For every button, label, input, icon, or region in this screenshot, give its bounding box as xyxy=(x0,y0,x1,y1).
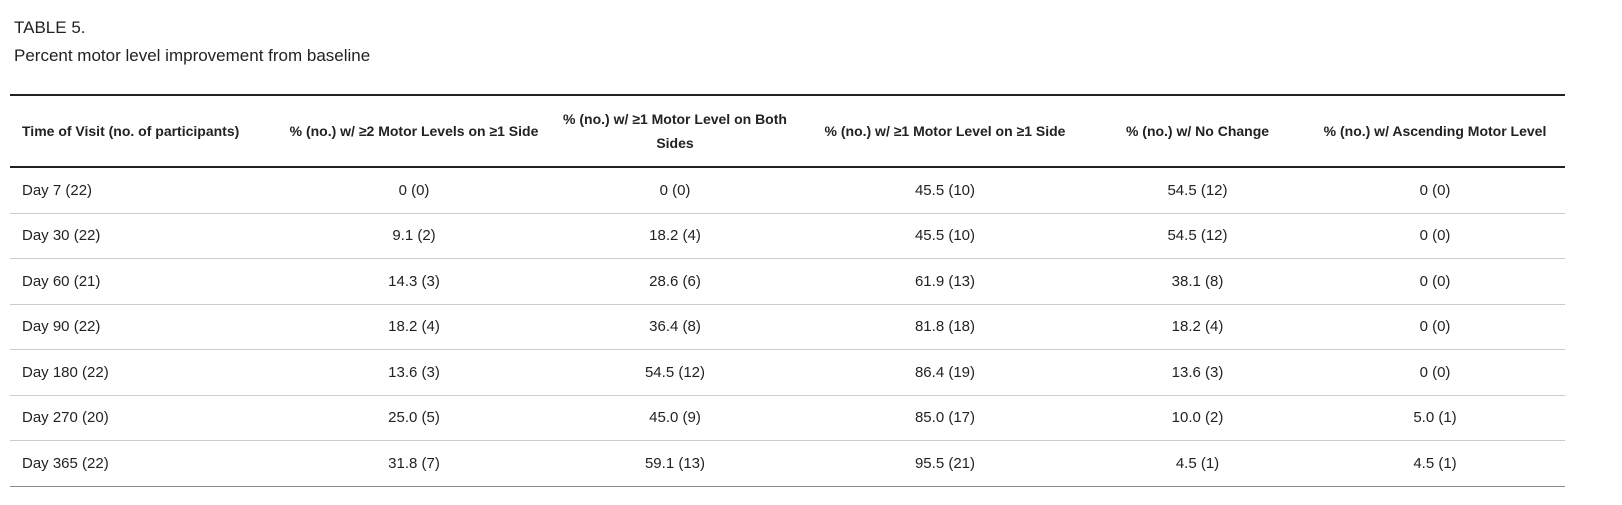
table-cell: 61.9 (13) xyxy=(800,258,1090,305)
table-cell: 9.1 (2) xyxy=(278,213,550,259)
table-cell: 10.0 (2) xyxy=(1090,395,1305,441)
table-row: Day 365 (22) 31.8 (7) 59.1 (13) 95.5 (21) 4.… xyxy=(10,440,1565,487)
table-cell: 14.3 (3) xyxy=(278,258,550,305)
column-header: Time of Visit (no. of participants) xyxy=(22,123,240,139)
table-caption: TABLE 5. Percent motor level improvement… xyxy=(14,16,370,68)
data-table: Time of Visit (no. of participants) % (no… xyxy=(10,94,1565,487)
table-label: TABLE 5. xyxy=(14,18,86,37)
table-row: Day 90 (22) 18.2 (4) 36.4 (8) 81.8 (18) 18.2… xyxy=(10,304,1565,350)
table-cell: 45.5 (10) xyxy=(800,213,1090,259)
table-cell: 38.1 (8) xyxy=(1090,258,1305,305)
column-header: % (no.) w/ ≥2 Motor Levels on ≥1 Side xyxy=(289,123,539,139)
table-row: Day 270 (20) 25.0 (5) 45.0 (9) 85.0 (17) 10.… xyxy=(10,395,1565,441)
table-cell: 0 (0) xyxy=(1305,349,1565,396)
table-cell: 86.4 (19) xyxy=(800,349,1090,396)
table-cell: 0 (0) xyxy=(1305,213,1565,259)
table-cell: 4.5 (1) xyxy=(1305,440,1565,487)
column-header: % (no.) w/ No Change xyxy=(1125,123,1270,139)
row-label: Day 270 (20) xyxy=(10,395,278,441)
table-cell: 28.6 (6) xyxy=(550,258,800,305)
table-cell: 85.0 (17) xyxy=(800,395,1090,441)
row-label: Day 30 (22) xyxy=(10,213,278,259)
table-cell: 25.0 (5) xyxy=(278,395,550,441)
table-title: Percent motor level improvement from bas… xyxy=(14,46,371,65)
table-cell: 0 (0) xyxy=(1305,167,1565,214)
table-cell: 0 (0) xyxy=(550,167,800,214)
table-cell: 45.5 (10) xyxy=(800,167,1090,214)
table-cell: 95.5 (21) xyxy=(800,440,1090,487)
table-cell: 81.8 (18) xyxy=(800,304,1090,350)
table-cell: 0 (0) xyxy=(1305,258,1565,305)
row-label: Day 365 (22) xyxy=(10,440,278,487)
row-label: Day 90 (22) xyxy=(10,304,278,350)
table-cell: 36.4 (8) xyxy=(550,304,800,350)
header-row: Time of Visit (no. of participants) % (no… xyxy=(10,95,1565,167)
table-cell: 18.2 (4) xyxy=(550,213,800,259)
table-cell: 13.6 (3) xyxy=(1090,349,1305,396)
table-cell: 0 (0) xyxy=(1305,304,1565,350)
table-cell: 54.5 (12) xyxy=(1090,213,1305,259)
table-cell: 45.0 (9) xyxy=(550,395,800,441)
table-cell: 13.6 (3) xyxy=(278,349,550,396)
column-header: % (no.) w/ ≥1 Motor Level on Both Sides xyxy=(563,111,787,151)
row-label: Day 7 (22) xyxy=(10,167,278,214)
table-cell: 5.0 (1) xyxy=(1305,395,1565,441)
column-header: % (no.) w/ ≥1 Motor Level on ≥1 Side xyxy=(824,123,1066,139)
table-cell: 59.1 (13) xyxy=(550,440,800,487)
table-cell: 54.5 (12) xyxy=(1090,167,1305,214)
table-cell: 4.5 (1) xyxy=(1090,440,1305,487)
table-cell: 18.2 (4) xyxy=(278,304,550,350)
table-cell: 31.8 (7) xyxy=(278,440,550,487)
table-row: Day 60 (21) 14.3 (3) 28.6 (6) 61.9 (13) 38.1… xyxy=(10,258,1565,305)
row-label: Day 60 (21) xyxy=(10,258,278,305)
table-row: Day 30 (22) 9.1 (2) 18.2 (4) 45.5 (10) 54.5 … xyxy=(10,213,1565,259)
table-row: Day 180 (22) 13.6 (3) 54.5 (12) 86.4 (19) 13… xyxy=(10,349,1565,396)
row-label: Day 180 (22) xyxy=(10,349,278,396)
table-cell: 18.2 (4) xyxy=(1090,304,1305,350)
table-cell: 54.5 (12) xyxy=(550,349,800,396)
table-cell: 0 (0) xyxy=(278,167,550,214)
table-row: Day 7 (22) 0 (0) 0 (0) 45.5 (10) 54.5 (12) 0 … xyxy=(10,167,1565,214)
column-header: % (no.) w/ Ascending Motor Level xyxy=(1323,123,1547,139)
